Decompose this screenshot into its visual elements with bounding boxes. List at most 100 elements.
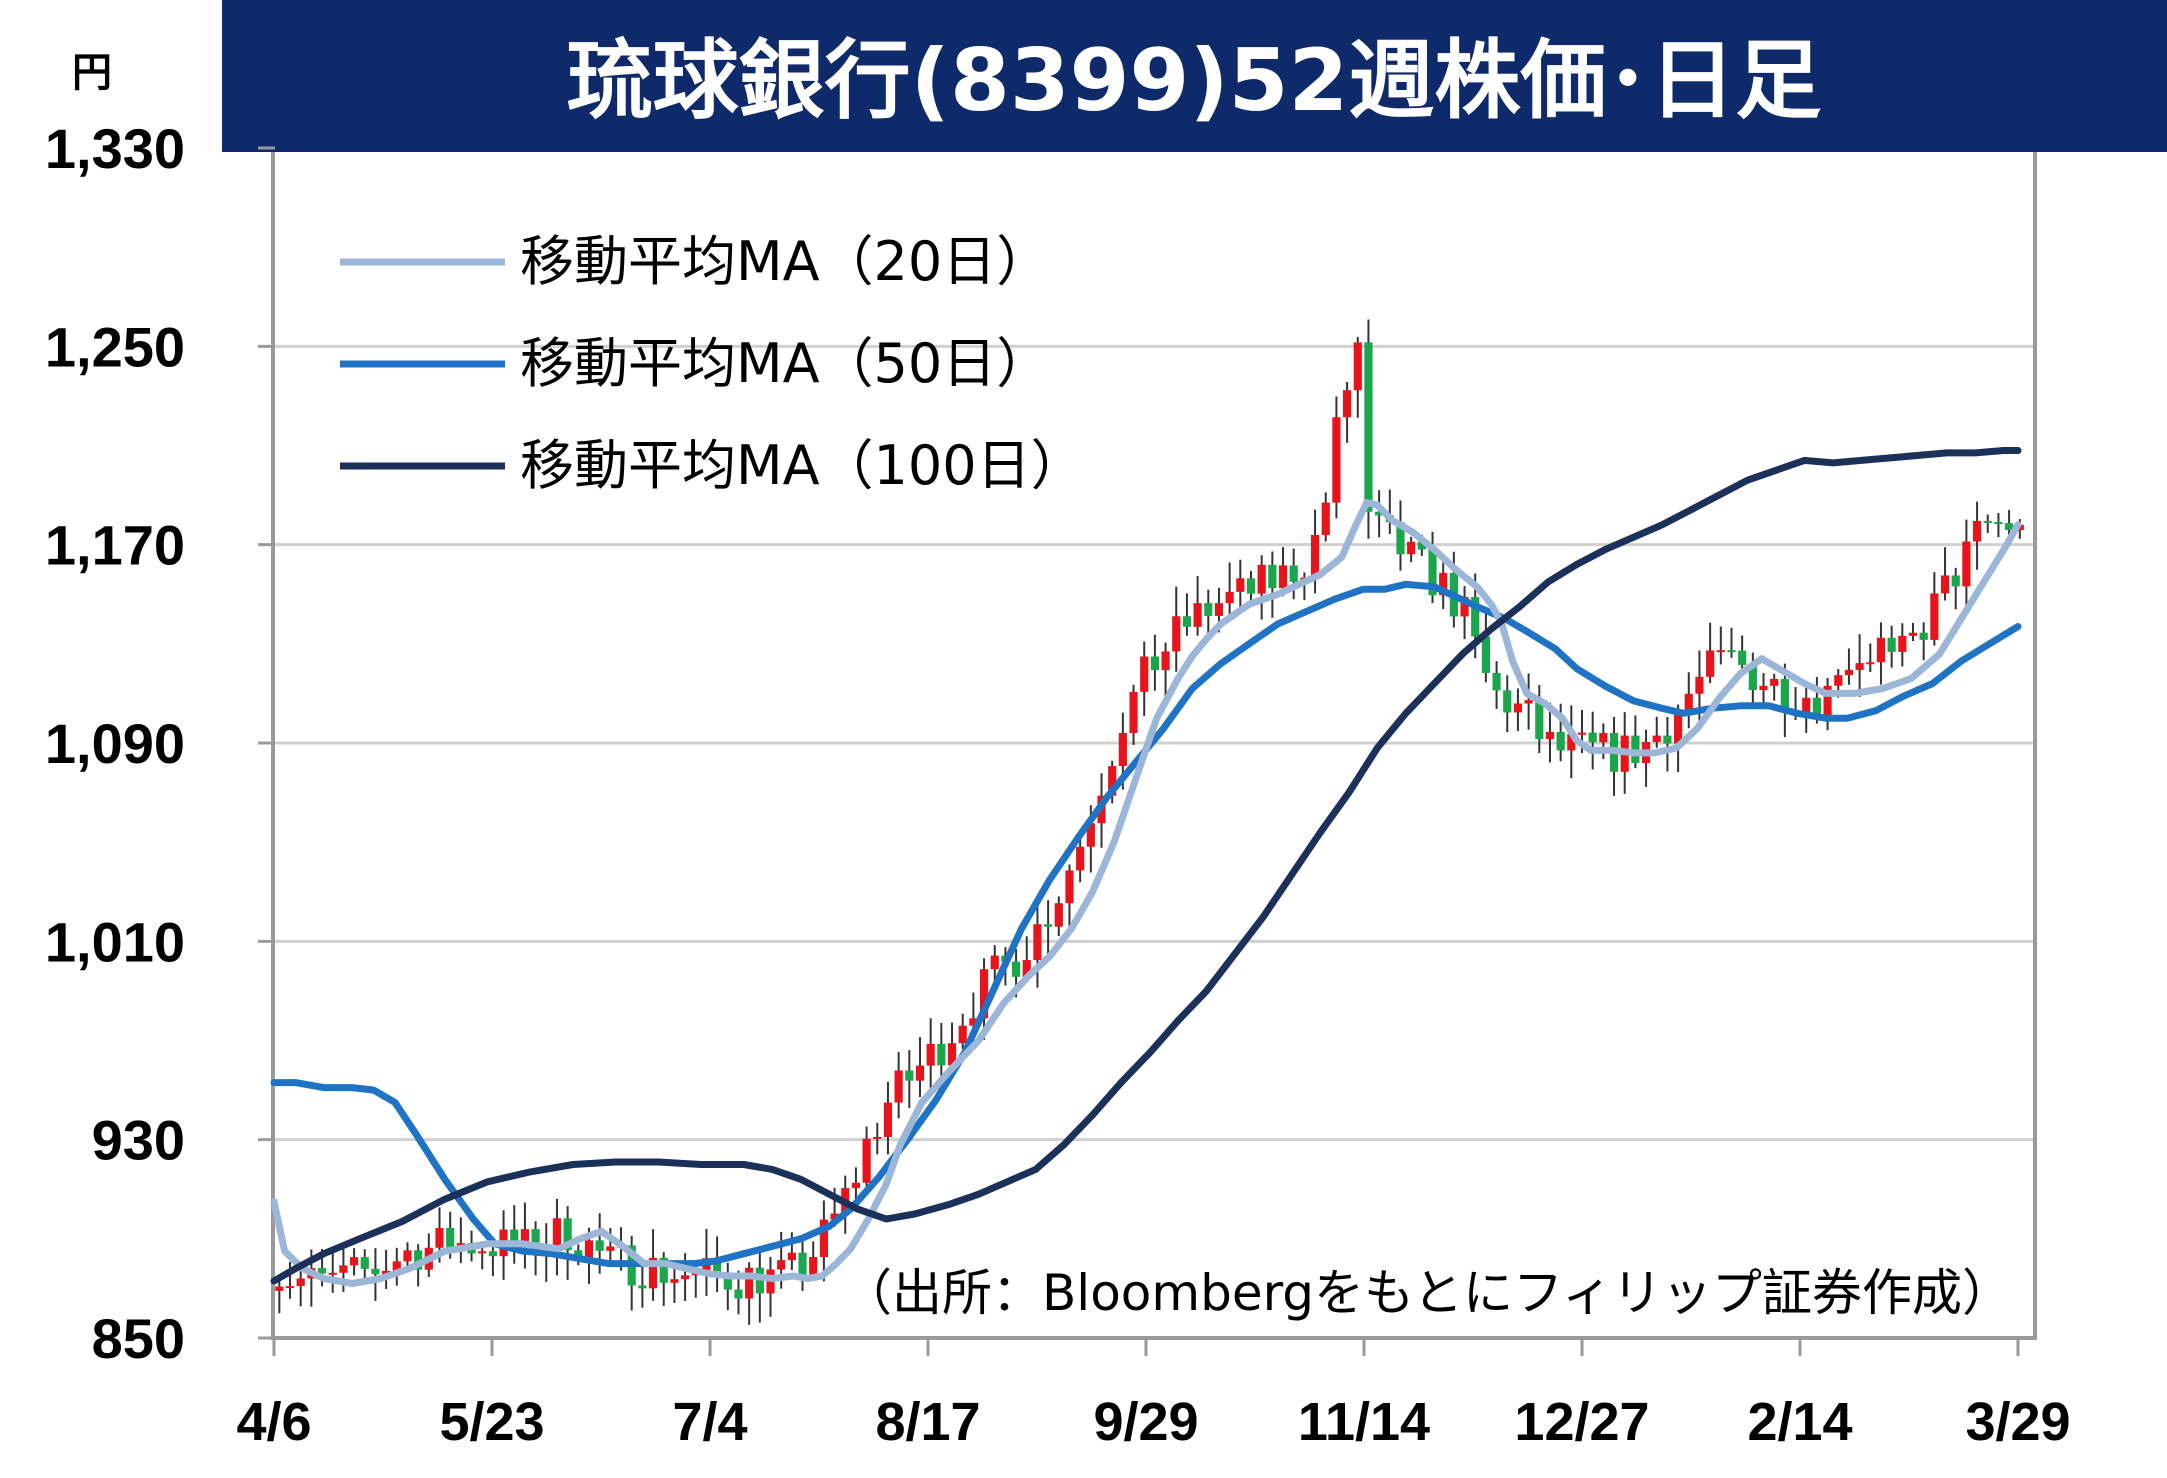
- candle-body: [1065, 870, 1074, 904]
- candle-body: [947, 1043, 957, 1066]
- candle-body: [1962, 541, 1971, 587]
- candle-body: [478, 1251, 487, 1254]
- candle-body: [1011, 961, 1021, 977]
- candle-body: [1823, 685, 1832, 716]
- y-tick-label: 1,010: [45, 910, 185, 973]
- candle-body: [1054, 903, 1063, 927]
- candle-body: [1759, 685, 1768, 691]
- candle-body: [873, 1136, 882, 1139]
- candle-body: [510, 1229, 519, 1247]
- candle-body: [1545, 731, 1555, 740]
- candle-body: [1503, 690, 1512, 713]
- candle-body: [1802, 697, 1811, 714]
- candle-body: [1492, 672, 1501, 691]
- candle-body: [1908, 632, 1918, 636]
- candle-body: [1834, 675, 1843, 686]
- moving-averages: [270, 447, 2022, 1287]
- candle-body: [1513, 703, 1523, 713]
- candle-body: [1855, 663, 1864, 670]
- candle-body: [1108, 766, 1117, 796]
- legend-label-ma50: 移動平均MA（50日）: [520, 332, 1050, 395]
- candle-body: [1471, 597, 1480, 637]
- candle-body: [990, 955, 999, 970]
- candle-body: [1556, 731, 1565, 751]
- y-axis-ticks: 1,330 1,250 1,170 1,090 1,010 930 850: [45, 117, 275, 1370]
- x-tick-label: 2/14: [1747, 1392, 1852, 1452]
- title-bar: [222, 0, 2167, 152]
- candle-body: [1983, 520, 1992, 523]
- candle-body: [830, 1213, 839, 1220]
- candle-body: [979, 969, 989, 1019]
- candle-body: [883, 1102, 893, 1137]
- candle-body: [1225, 591, 1234, 604]
- legend: 移動平均MA（20日） 移動平均MA（50日） 移動平均MA（100日）: [340, 230, 1085, 497]
- ma-line-ma100: [270, 447, 2022, 1285]
- candle-body: [1364, 342, 1373, 512]
- candle-body: [285, 1286, 295, 1289]
- candle-body: [1417, 541, 1426, 550]
- candle-body: [958, 1025, 967, 1044]
- x-tick-label: 12/27: [1514, 1392, 1649, 1452]
- candle-body: [1118, 732, 1127, 767]
- candle-body: [745, 1267, 754, 1299]
- candle-body: [1951, 575, 1960, 587]
- candle-body: [1140, 656, 1149, 692]
- candle-body: [552, 1218, 562, 1247]
- candle-body: [1172, 616, 1181, 652]
- candle-body: [1407, 541, 1416, 555]
- candle-body: [659, 1257, 668, 1283]
- candle-body: [606, 1246, 615, 1251]
- candle-body: [1214, 603, 1224, 616]
- y-axis-unit: 円: [72, 51, 112, 95]
- candle-body: [1460, 597, 1469, 617]
- grid-lines: [275, 344, 2033, 1142]
- candle-body: [1332, 417, 1341, 503]
- x-tick-label: 8/17: [875, 1392, 980, 1452]
- candle-body: [937, 1043, 946, 1066]
- candle-body: [1844, 669, 1854, 676]
- candle-body: [1706, 650, 1715, 677]
- candle-body: [1663, 735, 1672, 744]
- candle-body: [1022, 960, 1031, 977]
- candle-body: [2005, 523, 2014, 531]
- candle-body: [435, 1228, 444, 1248]
- candle-body: [638, 1285, 647, 1289]
- candle-body: [563, 1218, 572, 1251]
- candle-body: [1631, 735, 1640, 764]
- x-axis-ticks: 4/6 5/23 7/4 8/17 9/29 11/14 12/27 2/14 3/29: [236, 1338, 2071, 1452]
- candle-body: [1770, 678, 1779, 686]
- candle-body: [680, 1275, 690, 1280]
- y-tick-label: 1,330: [45, 117, 185, 180]
- candle-body: [349, 1257, 359, 1266]
- x-tick-label: 11/14: [1298, 1392, 1430, 1452]
- candle-body: [926, 1043, 935, 1066]
- candle-body: [777, 1260, 786, 1270]
- candle-body: [1321, 502, 1330, 535]
- candle-body: [1086, 823, 1095, 847]
- candle-body: [1257, 564, 1266, 594]
- candle-body: [1940, 575, 1950, 594]
- candle-body: [905, 1070, 914, 1081]
- candle-body: [1994, 522, 2003, 525]
- y-tick-label: 1,170: [45, 514, 185, 577]
- candle-body: [1289, 565, 1298, 582]
- candle-body: [275, 1286, 284, 1291]
- candle-body: [851, 1182, 861, 1189]
- candle-body: [723, 1273, 732, 1290]
- candle-body: [1343, 390, 1352, 418]
- candle-body: [734, 1289, 743, 1299]
- candle-body: [1930, 593, 1939, 640]
- candle-body: [1150, 656, 1159, 671]
- candle-body: [382, 1270, 391, 1275]
- y-tick-label: 930: [92, 1109, 185, 1172]
- x-tick-label: 9/29: [1093, 1392, 1198, 1452]
- source-note: （出所：Bloombergをもとにフィリップ証券作成）: [842, 1264, 2012, 1322]
- candle-body: [574, 1250, 583, 1258]
- candle-body: [360, 1257, 369, 1269]
- candle-body: [1278, 565, 1288, 589]
- candle-body: [595, 1240, 604, 1251]
- candle-body: [403, 1250, 412, 1262]
- legend-label-ma20: 移動平均MA（20日）: [520, 230, 1050, 293]
- candle-body: [809, 1257, 818, 1275]
- candle-body: [1727, 650, 1736, 653]
